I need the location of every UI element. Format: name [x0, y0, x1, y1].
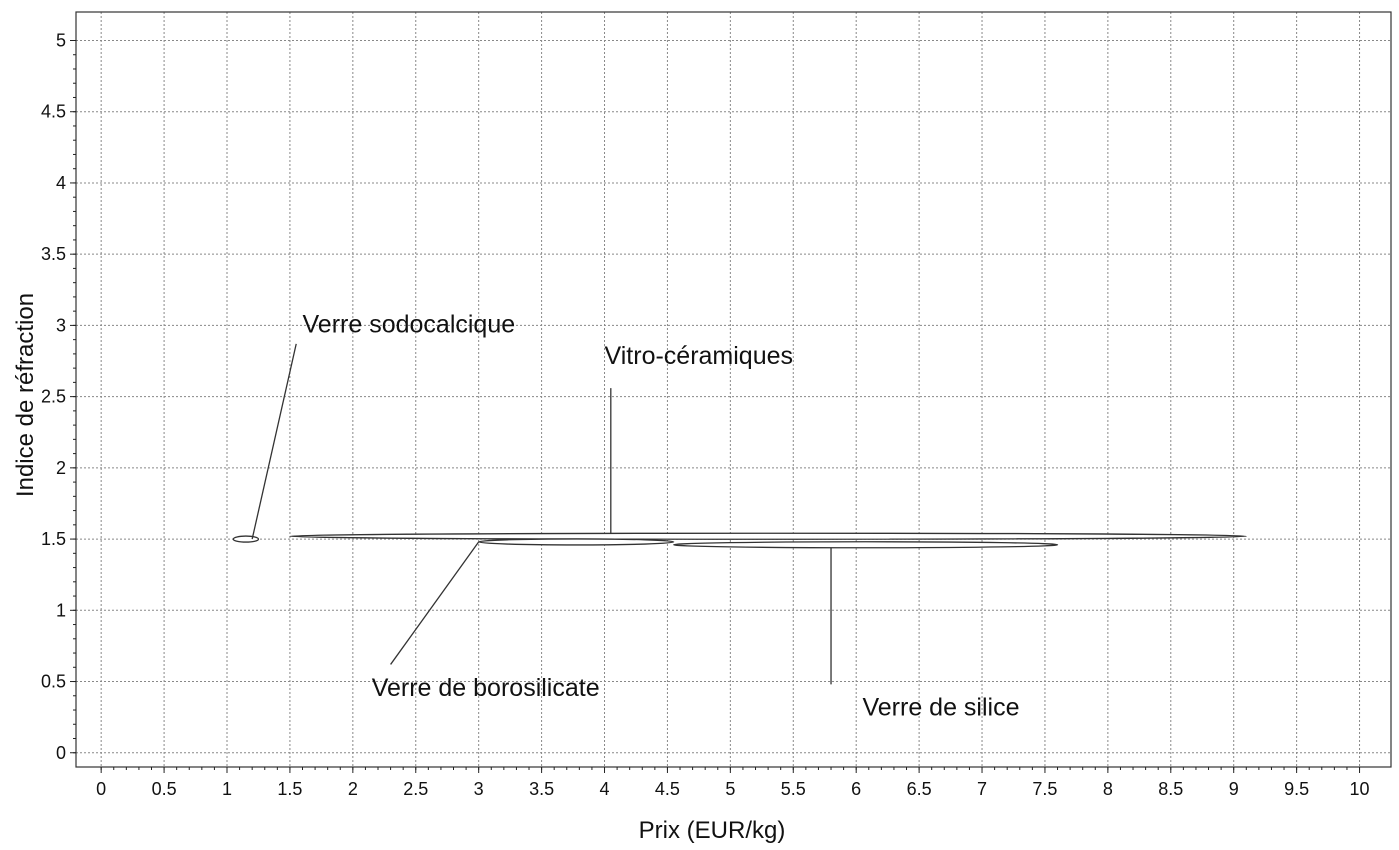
- x-tick-label: 5: [725, 779, 735, 799]
- annotation-label: Verre sodocalcique: [303, 311, 516, 339]
- y-tick-label: 2.5: [41, 387, 66, 407]
- x-tick-label: 10: [1350, 779, 1370, 799]
- leader-line: [390, 541, 480, 665]
- y-tick-label: 3: [56, 315, 66, 335]
- x-tick-label: 0.5: [152, 779, 177, 799]
- x-tick-label: 2: [348, 779, 358, 799]
- leader-line: [251, 343, 297, 540]
- x-tick-label: 7.5: [1032, 779, 1057, 799]
- y-tick-label: 4.5: [41, 102, 66, 122]
- x-tick-label: 6: [851, 779, 861, 799]
- y-tick-label: 1.5: [41, 529, 66, 549]
- annotation-label: Vitro-céramiques: [605, 342, 794, 370]
- y-tick-label: 2: [56, 458, 66, 478]
- y-axis-title: Indice de réfraction: [12, 293, 39, 497]
- grid: [76, 12, 1391, 767]
- x-tick-label: 6.5: [907, 779, 932, 799]
- y-tick-label: 3.5: [41, 244, 66, 264]
- x-tick-label: 0: [96, 779, 106, 799]
- x-tick-label: 4: [600, 779, 610, 799]
- bubble-verre-sodocalcique: [232, 535, 260, 543]
- data-bubbles: [232, 532, 1247, 549]
- bubble-verre-de-borosilicate: [478, 538, 675, 546]
- y-tick-label: 4: [56, 173, 66, 193]
- x-tick-label: 7: [977, 779, 987, 799]
- x-tick-label: 2.5: [403, 779, 428, 799]
- y-tick-label: 0: [56, 743, 66, 763]
- plot-frame: [75, 11, 1392, 768]
- y-tick-label: 1: [56, 600, 66, 620]
- x-tick-label: 8: [1103, 779, 1113, 799]
- x-tick-label: 9.5: [1284, 779, 1309, 799]
- bubble-verre-de-silice: [673, 541, 1059, 549]
- annotation-label: Verre de silice: [862, 694, 1019, 722]
- x-tick-label: 1: [222, 779, 232, 799]
- bubble-vitro-c-ramiques: [289, 532, 1247, 540]
- x-tick-label: 9: [1229, 779, 1239, 799]
- annotation-label: Verre de borosilicate: [372, 674, 600, 702]
- annotation-leaders: [251, 343, 832, 685]
- axis-ticks: 0 0.5 1 1.5 2 2.5 3 3.5 4 4.5 5 5.5 6 6.5 7 7.5 8 8.5 9 9.5…: [41, 30, 1370, 799]
- x-tick-label: 8.5: [1158, 779, 1183, 799]
- y-tick-label: 0.5: [41, 672, 66, 692]
- x-tick-label: 4.5: [655, 779, 680, 799]
- x-tick-label: 1.5: [277, 779, 302, 799]
- x-tick-label: 5.5: [781, 779, 806, 799]
- x-axis-title: Prix (EUR/kg): [639, 817, 786, 844]
- y-tick-label: 5: [56, 30, 66, 50]
- annotations: Verre sodocalcique Vitro-céramiques Verre …: [303, 311, 1020, 722]
- x-tick-label: 3: [474, 779, 484, 799]
- x-tick-label: 3.5: [529, 779, 554, 799]
